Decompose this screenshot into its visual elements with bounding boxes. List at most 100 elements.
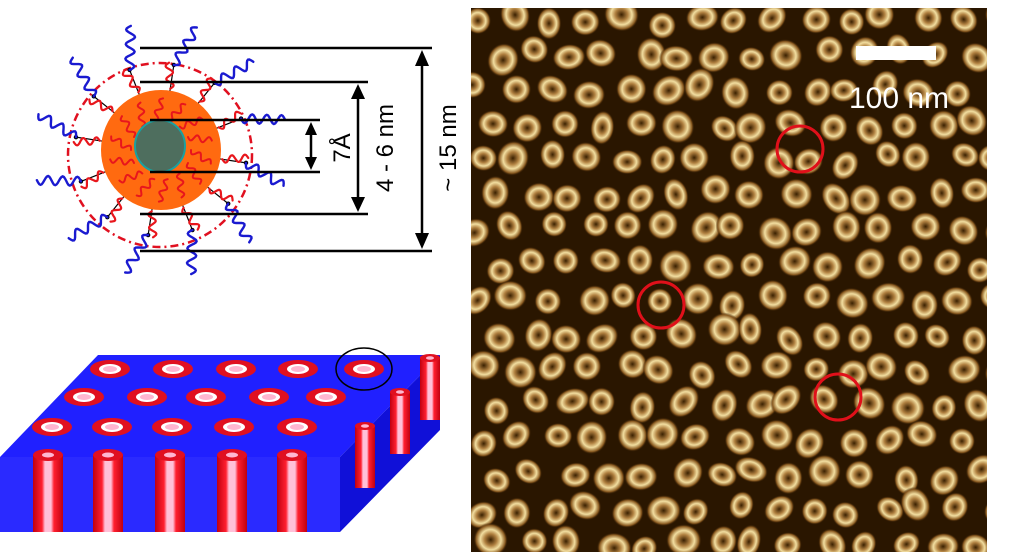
afm-particle [846,322,874,354]
inner-ligand-chain [185,162,203,185]
afm-particle [929,176,955,210]
afm-particle [520,35,549,64]
afm-particle [728,491,754,520]
afm-particle [807,454,842,489]
highlighted-pore-circle [335,347,393,391]
afm-particle [990,384,1013,423]
afm-particle [551,524,581,552]
outer-red-ligand [221,153,250,164]
afm-particle [892,531,921,552]
particle-core [134,119,186,173]
pore-column-core [42,452,54,458]
afm-particle [678,142,710,174]
afm-particle [977,144,987,172]
afm-particle [471,218,491,248]
outer-red-ligand [72,136,101,147]
pore-top-center [227,424,241,430]
afm-particle [571,141,602,173]
afm-particle [848,183,882,217]
pore-top-center [262,394,276,400]
afm-particle [745,388,780,420]
afm-particle [710,388,738,423]
afm-particle [885,184,918,213]
afm-particle [471,349,501,381]
afm-particle [697,42,731,73]
afm-particle [658,45,694,72]
pore-column-core [102,452,114,458]
afm-particle [811,251,844,283]
afm-particle [777,245,812,278]
afm-particle [603,8,640,32]
afm-particle [844,459,875,490]
inner-ligand-chain [153,97,165,122]
pore-column [93,455,123,532]
afm-particle [932,247,963,277]
afm-particle [802,282,832,310]
afm-particle [539,139,566,170]
afm-particle [733,111,767,144]
afm-particle [471,285,492,316]
afm-particle [986,237,1013,283]
afm-particle [876,496,905,523]
afm-particle [471,501,498,529]
pore-top-center [357,366,371,372]
afm-particle [683,67,715,103]
inner-ligand-chain [110,135,132,151]
pore-top-center [165,424,179,430]
afm-particle [780,178,813,210]
afm-particle [715,211,745,241]
pore-top-center [199,394,213,400]
afm-particle [831,210,862,244]
afm-particle [660,109,695,144]
afm-particle [739,251,765,278]
pore-top-center [290,424,304,430]
afm-particle [950,142,980,168]
afm-particle [578,284,611,317]
outer-ligand-chain [244,161,285,187]
afm-particle [736,524,762,552]
afm-particle [998,35,1013,69]
afm-particle [864,351,898,382]
afm-particle [821,182,851,215]
afm-particle [471,8,492,35]
afm-particle [624,462,658,491]
outer-red-ligand [147,210,158,239]
outer-ligand-chain [124,233,150,274]
afm-particle [679,423,711,451]
afm-particle [910,289,939,321]
afm-particle [521,385,550,415]
afm-particle [682,498,709,526]
afm-particle [929,465,960,497]
afm-particle [552,247,580,275]
afm-particle [554,387,590,415]
afm-particle [572,351,602,382]
afm-particle [537,351,568,382]
afm-particle [585,323,619,354]
afm-particle [775,324,804,357]
outer-red-ligand [121,69,141,94]
afm-particle [480,175,510,210]
afm-particle [770,383,802,415]
scale-bar [856,46,936,60]
afm-particle [729,139,756,173]
afm-particle [960,176,987,204]
afm-particle [768,39,803,72]
inner-ligand-chain [190,149,212,165]
afm-particle [625,108,658,138]
afm-particle [648,11,677,40]
afm-particle [773,461,803,495]
outer-red-ligand [164,61,175,90]
afm-particle [1005,181,1013,212]
afm-highlights [636,124,863,422]
core-size-label: 7Å [328,133,356,162]
inner-ligand-chain [136,101,146,128]
afm-particle [582,211,610,238]
pore-column-core [164,452,176,458]
afm-particle [901,141,931,173]
outer-ligand-chain [124,24,137,72]
afm-particle [790,217,823,247]
afm-particle [630,535,658,552]
afm-particle [835,287,870,319]
afm-particle [551,184,583,213]
pore-top-center [166,366,180,372]
